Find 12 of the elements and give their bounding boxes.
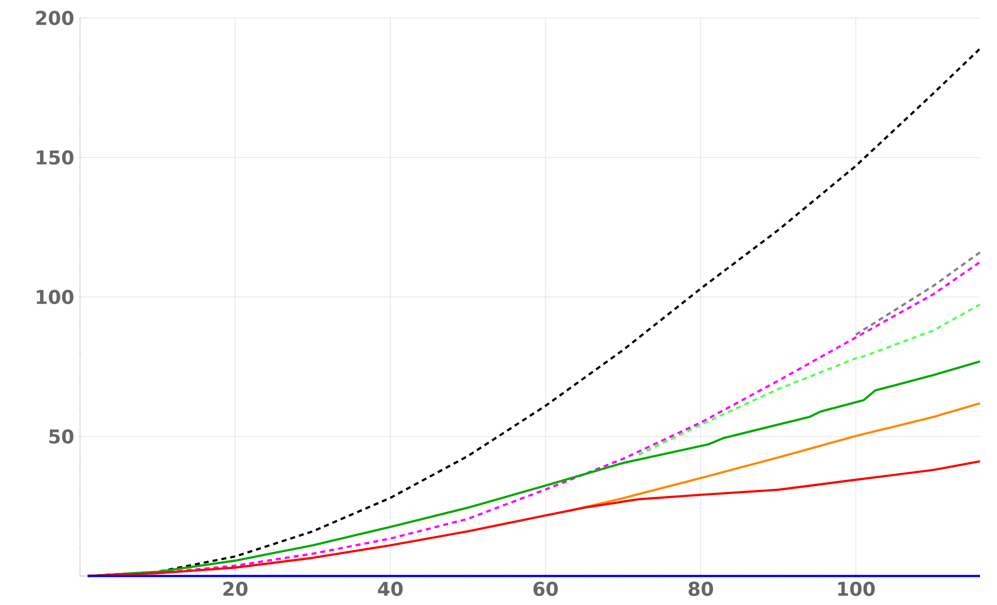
x-tick-label: 20 xyxy=(223,582,248,596)
x-tick-label: 40 xyxy=(378,582,403,596)
y-tick-label: 50 xyxy=(49,429,74,444)
line-series xyxy=(86,460,982,578)
y-tick-label: 200 xyxy=(36,10,74,26)
x-tick-label: 100 xyxy=(838,582,875,596)
x-tick-label: 80 xyxy=(688,582,714,596)
y-tick-label: 100 xyxy=(36,290,74,304)
line-series xyxy=(638,303,982,456)
y-tick-label: 150 xyxy=(36,150,74,165)
line-series xyxy=(568,402,982,512)
x-tick-label: 60 xyxy=(533,582,558,596)
